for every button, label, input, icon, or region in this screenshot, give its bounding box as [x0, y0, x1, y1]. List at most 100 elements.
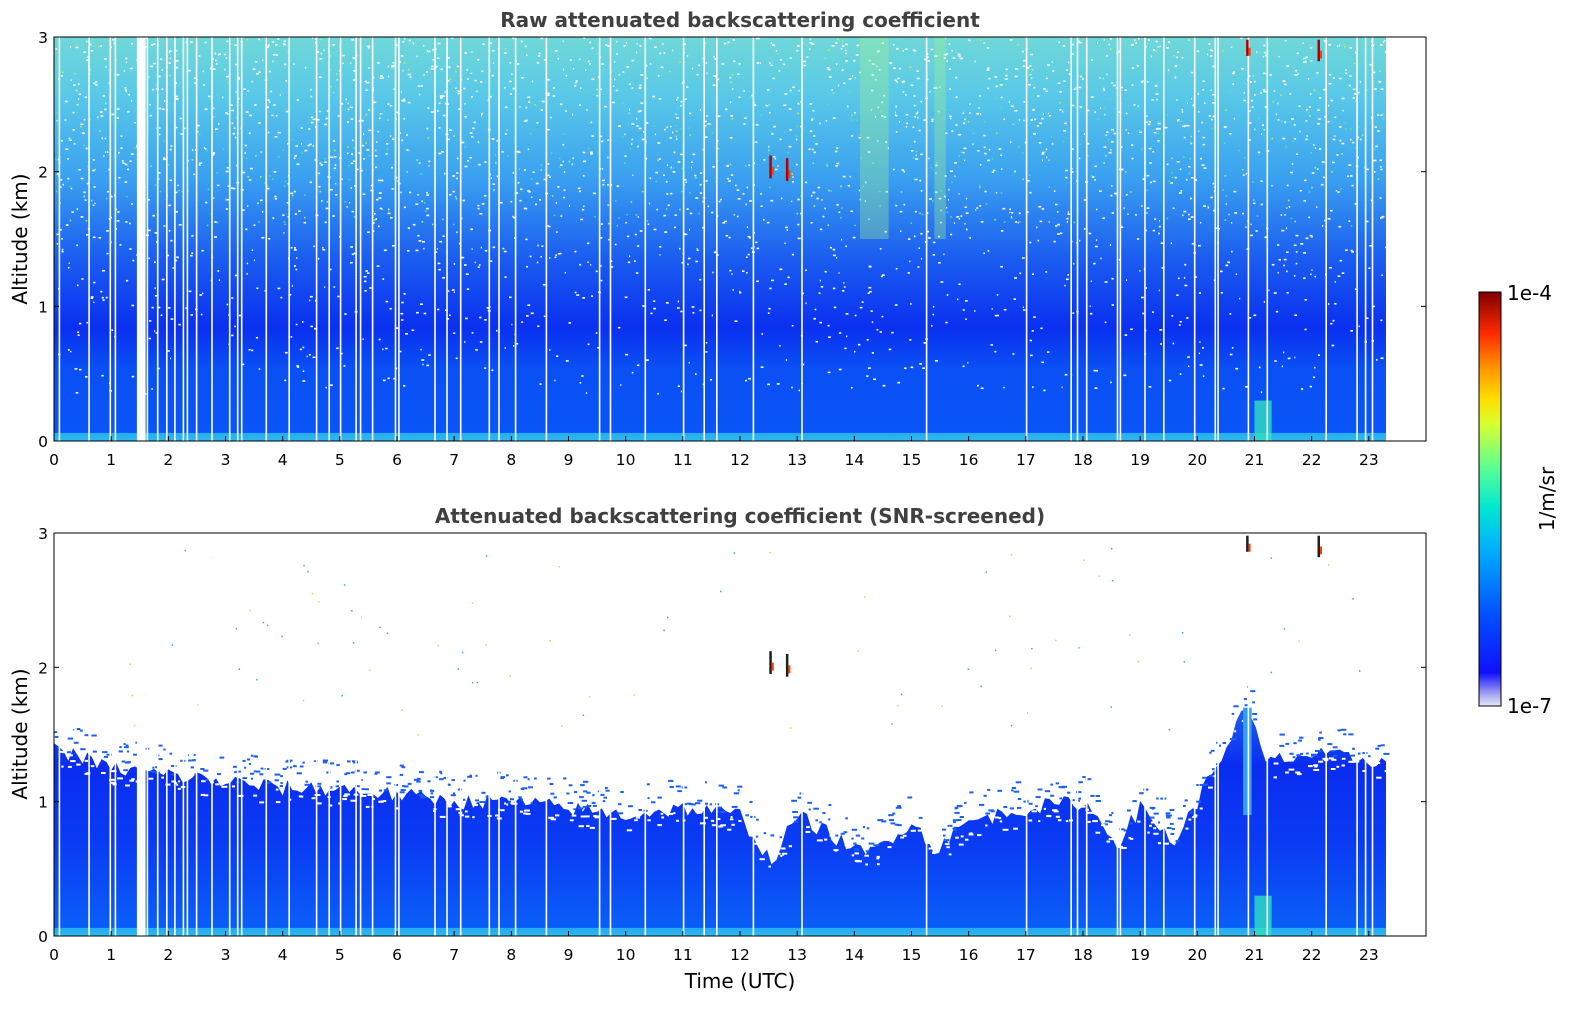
data-gap	[644, 533, 647, 936]
strong-backscatter-core	[788, 169, 791, 178]
data-gap	[498, 37, 500, 441]
data-gap	[398, 37, 400, 441]
data-gap	[446, 37, 448, 441]
data-gap	[265, 533, 268, 936]
backscatter-field	[54, 37, 1386, 441]
data-gap	[1119, 533, 1122, 936]
strong-backscatter-core	[1248, 47, 1251, 56]
y-tick-label: 2	[38, 164, 48, 182]
data-gap	[1247, 37, 1250, 441]
strong-backscatter-core	[1320, 50, 1322, 59]
x-axis-label: Time (UTC)	[684, 969, 796, 993]
colorbar-max-label: 1e-4	[1507, 281, 1552, 305]
data-gap	[1144, 37, 1146, 441]
x-tick-label: 2	[163, 451, 173, 469]
data-gap	[146, 533, 149, 936]
data-gap	[114, 533, 117, 936]
data-gap	[1217, 533, 1219, 936]
data-gap	[598, 37, 601, 441]
snr-screened-backscatter-heatmap	[54, 533, 1390, 936]
x-tick-label: 17	[1016, 451, 1036, 469]
x-tick-label: 6	[392, 451, 402, 469]
data-gap	[1119, 37, 1122, 441]
data-gap	[228, 37, 231, 441]
data-gap	[1085, 37, 1088, 441]
x-tick-label: 12	[730, 946, 750, 964]
data-gap	[1025, 533, 1028, 936]
data-gap	[801, 37, 803, 441]
data-gap	[166, 37, 168, 441]
data-gap	[1364, 533, 1367, 936]
raw-backscatter-panel: Raw attenuated backscattering coefficien…	[8, 8, 1427, 469]
y-tick-label: 0	[38, 928, 48, 946]
data-gap	[174, 533, 176, 936]
surface-plume	[1254, 400, 1272, 441]
x-tick-label: 18	[1073, 451, 1093, 469]
data-gap	[88, 37, 90, 441]
data-gap	[146, 37, 149, 441]
data-gap	[109, 37, 112, 441]
data-gap	[109, 533, 112, 936]
chart-title: Attenuated backscattering coefficient (S…	[435, 504, 1045, 528]
data-gap	[514, 533, 517, 936]
enhanced-signal-band	[860, 37, 889, 239]
y-tick-label: 0	[38, 433, 48, 451]
data-gap	[1325, 533, 1327, 936]
data-gap	[355, 533, 357, 936]
data-gap	[1193, 533, 1196, 936]
x-tick-label: 7	[449, 451, 459, 469]
data-gap	[1266, 533, 1269, 936]
data-gap	[182, 533, 185, 936]
x-tick-label: 15	[902, 946, 922, 964]
x-tick-label: 0	[49, 451, 59, 469]
x-tick-label: 7	[449, 946, 459, 964]
strong-backscatter-feature	[769, 155, 772, 179]
y-axis-label: Altitude (km)	[8, 668, 32, 799]
data-gap	[716, 37, 718, 441]
data-gap	[446, 533, 448, 936]
data-gap	[394, 37, 397, 441]
data-gap	[703, 533, 705, 936]
data-gap	[371, 533, 374, 936]
data-gap	[1247, 533, 1250, 936]
x-axis-ticks: 0 1 2 3 4 5 6 7 8 9 10 11 12 13 14 15 16 17 18 19 20 21 22 23	[49, 931, 1379, 964]
data-gap	[498, 533, 500, 936]
data-gap	[925, 37, 928, 441]
data-gap	[716, 533, 718, 936]
y-tick-label: 1	[38, 794, 48, 812]
strong-backscatter-core	[788, 665, 791, 674]
surface-plume	[1254, 895, 1272, 936]
x-tick-label: 5	[335, 451, 345, 469]
data-gap	[1163, 37, 1165, 441]
data-gap	[136, 533, 140, 936]
colorbar-min-label: 1e-7	[1507, 694, 1552, 718]
data-gap	[1025, 37, 1028, 441]
data-gap	[142, 533, 146, 936]
data-gap	[315, 37, 318, 441]
data-gap	[1364, 37, 1367, 441]
data-gap	[1116, 37, 1119, 441]
data-gap	[136, 37, 140, 441]
data-gap	[240, 533, 243, 936]
x-tick-label: 4	[278, 946, 288, 964]
data-gap	[488, 37, 491, 441]
x-tick-label: 11	[673, 946, 693, 964]
boundary-layer-region	[54, 708, 1386, 936]
data-gap	[195, 37, 198, 441]
data-gap	[1070, 533, 1072, 936]
data-gap	[166, 533, 168, 936]
x-tick-label: 10	[616, 451, 636, 469]
y-tick-label: 3	[38, 29, 48, 47]
data-gap	[315, 533, 318, 936]
x-tick-label: 13	[787, 946, 807, 964]
x-tick-label: 8	[506, 451, 516, 469]
data-gap	[339, 37, 342, 441]
colorbar-frame	[1478, 291, 1502, 707]
data-gap	[236, 533, 239, 936]
x-tick-label: 22	[1302, 451, 1322, 469]
data-gap	[58, 533, 61, 936]
y-axis-ticks: 0 1 2 3	[38, 29, 1426, 451]
x-axis-ticks: 0 1 2 3 4 5 6 7 8 9 10 11 12 13 14 15 16 17 18 19 20 21 22 23	[49, 436, 1379, 469]
x-tick-label: 22	[1302, 946, 1322, 964]
